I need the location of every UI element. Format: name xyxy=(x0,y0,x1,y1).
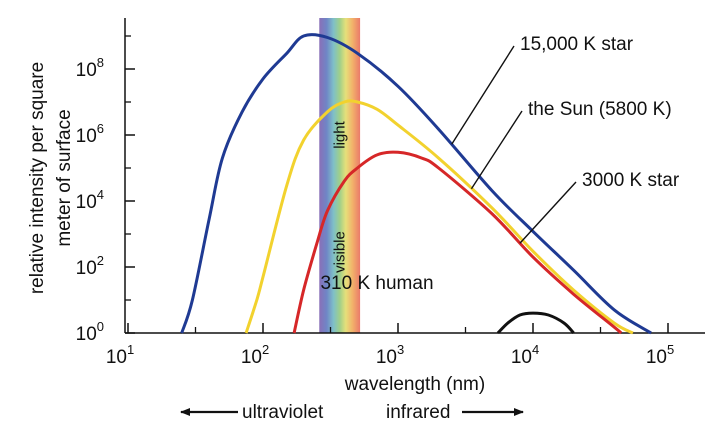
x-tick-label: 104 xyxy=(511,342,539,368)
ultraviolet-label: ultraviolet xyxy=(242,402,324,423)
infrared-label: infrared xyxy=(386,402,450,423)
visible-band-label-light: light xyxy=(332,120,349,148)
x-axis-title: wavelength (nm) xyxy=(344,374,485,395)
series-label-15000k: 15,000 K star xyxy=(520,34,634,55)
callout-layer: 15,000 K star the Sun (5800 K) 3000 K st… xyxy=(320,34,679,294)
axis-ticks: 100 102 104 106 108 101 102 103 104 105 xyxy=(76,35,674,368)
series-line-3000k xyxy=(292,150,623,335)
leader-3000k xyxy=(519,181,577,244)
series-label-3000k: 3000 K star xyxy=(582,170,680,191)
y-tick-label: 108 xyxy=(76,55,104,81)
series-line-human xyxy=(496,311,575,335)
y-tick-label: 100 xyxy=(76,319,104,345)
y-axis-title-line2: meter of surface xyxy=(54,109,75,246)
y-tick-label: 106 xyxy=(76,121,104,147)
x-tick-label: 102 xyxy=(241,342,269,368)
visible-light-band xyxy=(319,18,361,333)
x-tick-label: 105 xyxy=(646,342,674,368)
leader-sun xyxy=(470,110,523,190)
series-label-human: 310 K human xyxy=(320,273,433,294)
series-line-sun xyxy=(244,99,634,335)
x-tick-label: 103 xyxy=(376,342,404,368)
y-tick-label: 102 xyxy=(76,253,104,279)
x-tick-label: 101 xyxy=(106,342,134,368)
visible-band-label-visible: visible xyxy=(332,231,349,273)
series-layer xyxy=(180,33,652,335)
leader-15000k xyxy=(451,45,515,145)
y-axis-title-line1: relative intensity per square xyxy=(27,62,48,294)
series-label-sun: the Sun (5800 K) xyxy=(528,99,672,120)
y-tick-label: 104 xyxy=(76,187,104,213)
series-line-15000k xyxy=(180,33,652,335)
